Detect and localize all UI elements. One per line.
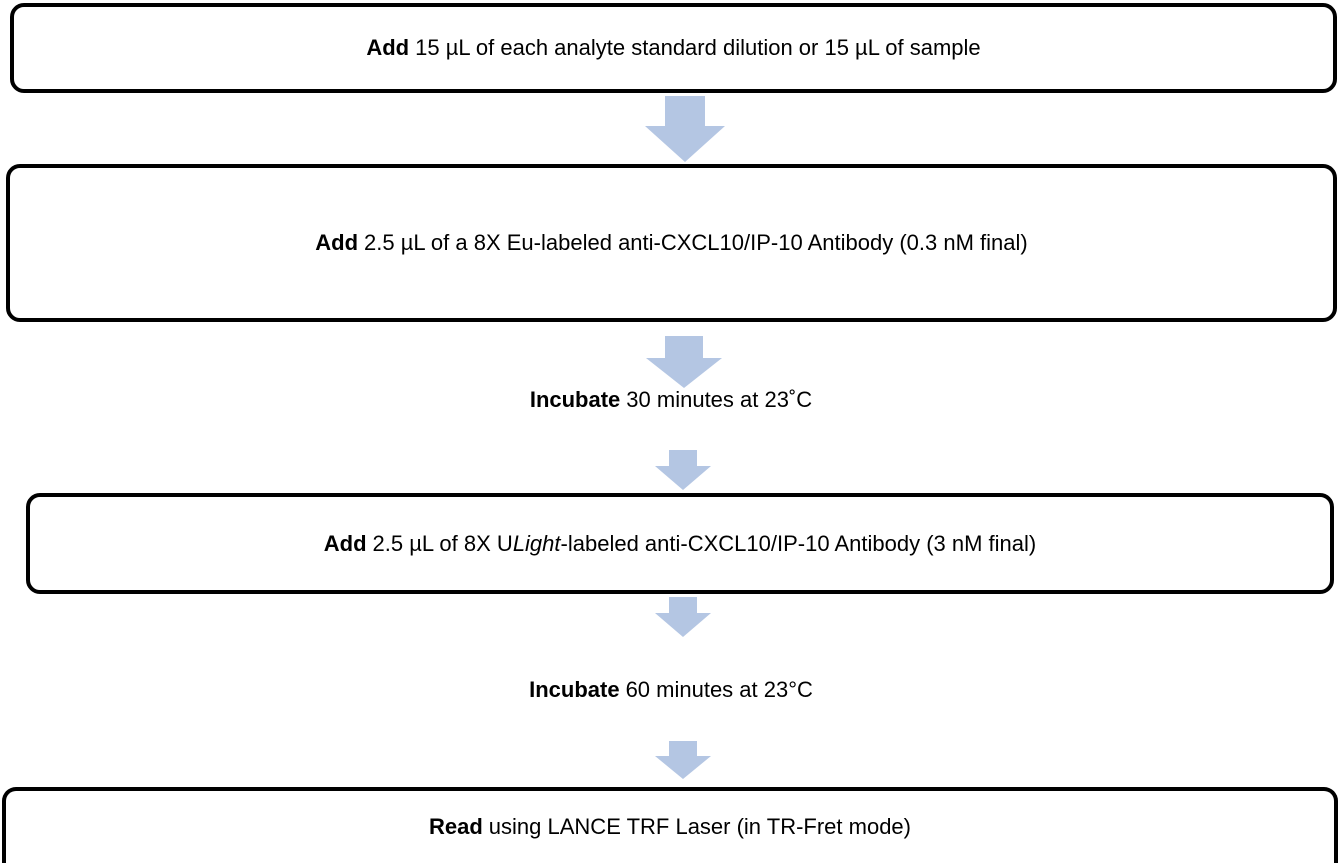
step-4-text-before: 2.5 µL of 8X U <box>372 530 513 556</box>
step-5-verb: Incubate <box>529 677 620 702</box>
step-3-verb: Incubate <box>529 387 621 412</box>
step-3-text: 30 minutes at 23˚C <box>626 387 813 412</box>
down-arrow-icon <box>646 336 722 388</box>
step-1-box: Add 15 µL of each analyte standard dilut… <box>10 3 1337 93</box>
step-6-verb: Read <box>429 814 483 839</box>
down-arrow-shape <box>645 96 725 162</box>
down-arrow-icon <box>655 597 711 637</box>
down-arrow-icon <box>655 450 711 490</box>
down-arrow-shape <box>655 741 711 779</box>
step-4-text-after: -labeled anti-CXCL10/IP-10 Antibody (3 n… <box>560 530 1037 556</box>
step-2-text: 2.5 µL of a 8X Eu-labeled anti-CXCL10/IP… <box>364 230 1028 255</box>
step-6-text: using LANCE TRF Laser (in TR-Fret mode) <box>488 814 911 839</box>
down-arrow-shape <box>655 597 711 637</box>
step-1-text: 15 µL of each analyte standard dilution … <box>415 35 981 60</box>
step-3-text-line: Incubate 30 minutes at 23˚C <box>0 382 1342 418</box>
step-1-verb: Add <box>366 35 410 60</box>
step-6-box: Read using LANCE TRF Laser (in TR-Fret m… <box>2 787 1338 863</box>
down-arrow-shape <box>646 336 722 388</box>
step-2-box: Add 2.5 µL of a 8X Eu-labeled anti-CXCL1… <box>6 164 1337 322</box>
step-5-text-line: Incubate 60 minutes at 23°C <box>0 672 1342 708</box>
down-arrow-shape <box>655 450 711 490</box>
step-2-verb: Add <box>315 230 359 255</box>
step-4-text-italic: Light <box>512 530 561 556</box>
step-4-box: Add 2.5 µL of 8X ULight-labeled anti-CXC… <box>26 493 1334 594</box>
down-arrow-icon <box>655 741 711 779</box>
down-arrow-icon <box>645 96 725 162</box>
step-4-text: 2.5 µL of 8X ULight-labeled anti-CXCL10/… <box>373 531 1037 557</box>
step-4-verb: Add <box>323 530 367 556</box>
step-5-text: 60 minutes at 23°C <box>625 677 813 702</box>
